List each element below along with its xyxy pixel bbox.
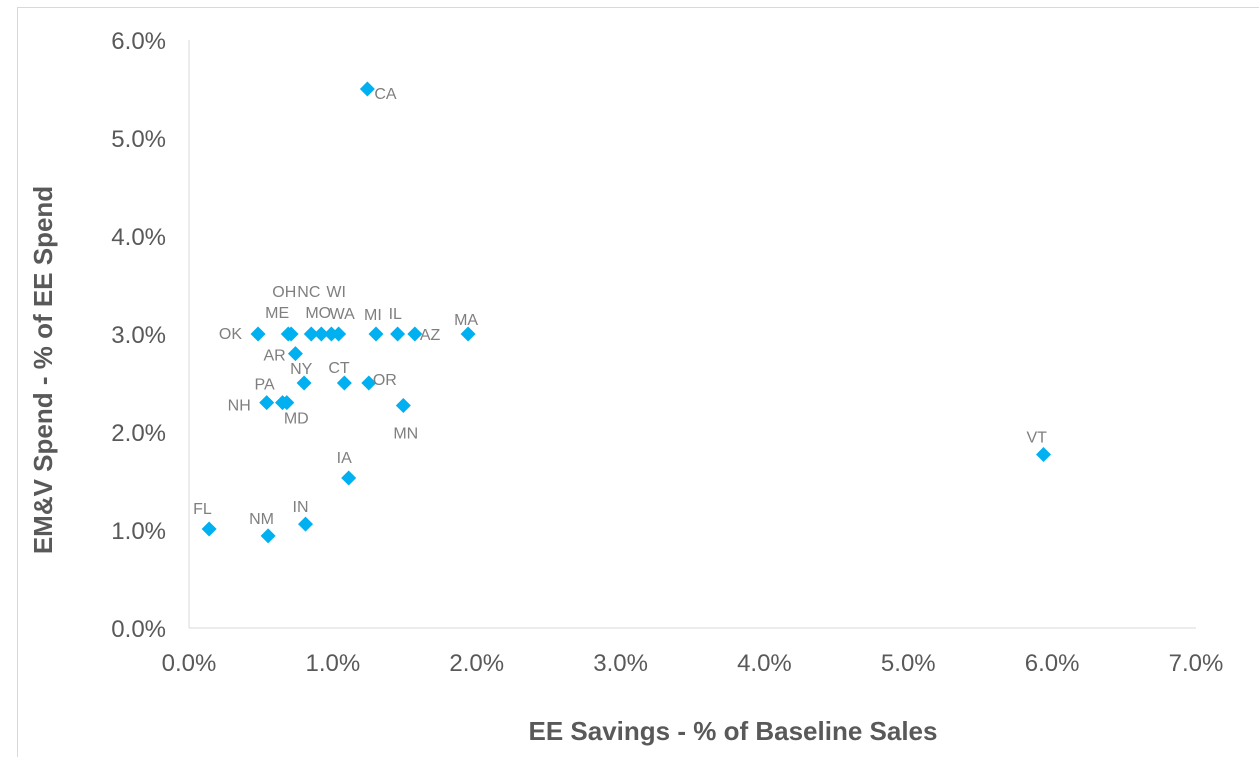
data-point-ma xyxy=(460,326,476,342)
point-label-pa: PA xyxy=(255,377,275,394)
y-tick-label: 4.0% xyxy=(111,224,166,251)
data-point-ca xyxy=(359,81,375,97)
data-point-nm xyxy=(260,528,276,544)
point-label-nm: NM xyxy=(249,511,274,528)
data-point-mn xyxy=(395,398,411,414)
y-tick-label: 1.0% xyxy=(111,518,166,545)
point-label-wi: WI xyxy=(326,284,346,301)
point-label-az: AZ xyxy=(420,327,441,344)
y-tick-label: 3.0% xyxy=(111,322,166,349)
data-point-wa xyxy=(331,326,347,342)
y-tick-labels: 0.0% 1.0% 2.0% 3.0% 4.0% 5.0% 6.0% xyxy=(111,28,166,643)
data-point-md xyxy=(279,395,295,411)
point-label-ia: IA xyxy=(337,450,352,467)
data-point-or xyxy=(361,375,377,391)
data-point-az xyxy=(407,326,423,342)
x-tick-label: 1.0% xyxy=(306,650,361,677)
point-label-in: IN xyxy=(293,499,309,516)
point-label-ar: AR xyxy=(263,348,285,365)
x-tick-label: 0.0% xyxy=(162,650,217,677)
point-label-mi: MI xyxy=(364,307,382,324)
point-label-mn: MN xyxy=(393,426,418,443)
point-label-me: ME xyxy=(265,305,289,322)
data-point-mo xyxy=(313,326,329,342)
point-label-ca: CA xyxy=(374,86,397,103)
x-tick-label: 2.0% xyxy=(449,650,504,677)
y-tick-label: 0.0% xyxy=(111,616,166,643)
point-label-nc: NC xyxy=(297,284,320,301)
data-point-nh xyxy=(259,395,275,411)
data-point-ia xyxy=(341,470,357,486)
data-point-in xyxy=(298,516,314,532)
y-tick-label: 2.0% xyxy=(111,420,166,447)
data-point-ok xyxy=(250,326,266,342)
point-label-vt: VT xyxy=(1027,430,1048,447)
x-axis-title: EE Savings - % of Baseline Sales xyxy=(529,716,938,746)
data-point-nc xyxy=(303,326,319,342)
data-point-il xyxy=(390,326,406,342)
data-points xyxy=(201,81,1052,544)
data-point-ct xyxy=(336,375,352,391)
point-label-ok: OK xyxy=(219,326,242,343)
data-point-vt xyxy=(1036,447,1052,463)
point-label-wa: WA xyxy=(330,306,356,323)
data-point-ny xyxy=(296,375,312,391)
point-label-ny: NY xyxy=(290,361,313,378)
data-point-me xyxy=(283,326,299,342)
point-label-ct: CT xyxy=(328,360,350,377)
point-label-mo: MO xyxy=(305,305,331,322)
y-tick-label: 5.0% xyxy=(111,126,166,153)
point-label-or: OR xyxy=(373,372,397,389)
point-label-ma: MA xyxy=(454,312,478,329)
data-point-fl xyxy=(201,521,217,537)
x-tick-label: 3.0% xyxy=(593,650,648,677)
x-tick-label: 5.0% xyxy=(881,650,936,677)
data-point-mi xyxy=(368,326,384,342)
x-tick-label: 4.0% xyxy=(737,650,792,677)
point-label-md: MD xyxy=(284,411,309,428)
point-label-oh: OH xyxy=(272,284,296,301)
x-tick-label: 7.0% xyxy=(1169,650,1224,677)
y-tick-label: 6.0% xyxy=(111,28,166,55)
point-label-fl: FL xyxy=(193,501,212,518)
x-tick-labels: 0.0% 1.0% 2.0% 3.0% 4.0% 5.0% 6.0% 7.0% xyxy=(162,650,1224,677)
data-point-ar xyxy=(287,346,303,362)
point-label-nh: NH xyxy=(228,398,251,415)
y-axis-title: EM&V Spend - % of EE Spend xyxy=(28,186,58,554)
point-label-il: IL xyxy=(389,306,402,323)
chart-area xyxy=(17,7,1259,757)
x-tick-label: 6.0% xyxy=(1025,650,1080,677)
